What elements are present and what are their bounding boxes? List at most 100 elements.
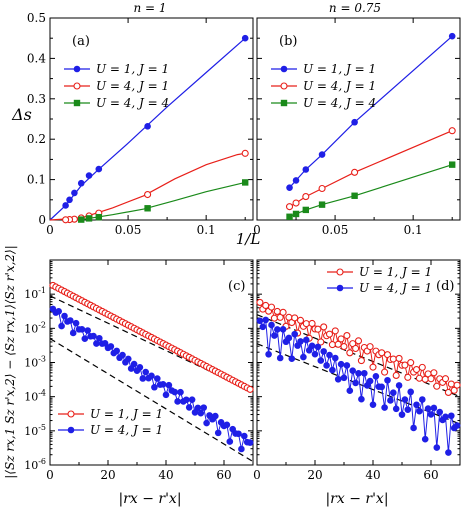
data-point [390, 389, 397, 397]
legend-marker [280, 65, 288, 73]
data-point [392, 371, 400, 380]
legend-marker [67, 426, 75, 434]
data-point [95, 165, 103, 173]
legend-entry: U = 4, J = 4 [64, 96, 169, 110]
data-point [314, 343, 322, 351]
panel-label: (d) [436, 279, 454, 294]
data-point [378, 349, 386, 357]
data-point [415, 374, 423, 382]
data-point [351, 192, 358, 199]
data-point [401, 396, 409, 403]
data-point [378, 383, 386, 391]
data-point [262, 301, 270, 310]
data-point [72, 319, 80, 327]
data-point [361, 369, 368, 377]
legend-label: U = 4, J = 4 [303, 96, 376, 110]
x-tick-label: 0.1 [197, 223, 216, 237]
data-point [61, 312, 68, 320]
y-tick-label: 0.5 [27, 11, 46, 25]
data-point [271, 332, 278, 339]
data-point [142, 368, 149, 376]
x-tick-label: 60 [423, 468, 438, 482]
legend-marker [67, 410, 75, 418]
x-tick-label: 0.1 [404, 223, 423, 237]
data-point [279, 325, 287, 333]
data-point [419, 396, 426, 403]
legend-entry: U = 4, J = 1 [64, 79, 169, 93]
legend-label: U = 1, J = 1 [90, 407, 163, 421]
data-point [410, 424, 417, 432]
x-tick-label: 0.05 [115, 223, 142, 237]
data-point [144, 190, 152, 199]
data-point [445, 449, 452, 456]
x-tick-label: 20 [307, 468, 322, 482]
y-tick-label: 10-5 [24, 423, 46, 438]
data-point [300, 353, 307, 361]
data-point [320, 323, 328, 331]
data-point [279, 308, 287, 316]
data-point [194, 404, 202, 412]
legend-marker [336, 284, 344, 292]
data-point [351, 118, 358, 126]
data-point [125, 355, 132, 363]
data-point [354, 337, 363, 345]
data-point [369, 401, 377, 408]
data-point [331, 327, 339, 335]
data-point [407, 388, 415, 396]
series-line [81, 181, 246, 221]
data-point [273, 307, 281, 316]
series-1-1 [285, 127, 456, 211]
data-point [311, 350, 319, 358]
y-tick-label: 0.4 [27, 51, 46, 65]
data-point [197, 409, 205, 417]
data-point [334, 340, 342, 348]
data-point [130, 360, 138, 368]
data-point [416, 407, 423, 415]
data-point [246, 439, 254, 446]
data-point [154, 375, 161, 382]
data-point [308, 319, 316, 328]
data-point [144, 122, 151, 130]
data-point [395, 382, 403, 389]
data-point [274, 326, 281, 333]
data-point [139, 375, 147, 382]
data-point [453, 381, 461, 389]
data-point [174, 398, 181, 405]
panel-label: (b) [279, 34, 297, 49]
data-point [369, 363, 377, 371]
legend-entry: U = 1, J = 1 [58, 407, 163, 421]
data-point [223, 421, 231, 429]
data-point [265, 350, 272, 358]
y-tick-label: 0.3 [27, 92, 46, 106]
legend-marker [336, 268, 344, 276]
data-point [214, 429, 222, 437]
data-point [268, 321, 275, 329]
data-point [430, 404, 438, 412]
data-point [337, 360, 345, 368]
data-point [442, 413, 449, 421]
data-point [328, 341, 336, 349]
data-point [346, 349, 354, 357]
data-point [212, 412, 219, 420]
data-point [113, 347, 120, 355]
y-tick-label: 10-4 [24, 389, 46, 404]
data-point [351, 168, 359, 176]
x-tick-label: 40 [365, 468, 380, 482]
data-point [203, 419, 210, 427]
data-point [427, 411, 435, 418]
data-point [296, 316, 305, 324]
data-point [395, 354, 403, 362]
y-tick-label: 10-1 [24, 286, 46, 301]
data-point [317, 338, 325, 346]
y-tick-label: 10-6 [24, 457, 46, 472]
data-point [241, 432, 248, 440]
legend-label: U = 4, J = 1 [359, 281, 432, 295]
data-point [185, 404, 193, 411]
data-point [93, 340, 100, 347]
legend-label: U = 4, J = 1 [96, 79, 169, 93]
data-point [81, 335, 89, 342]
data-point [430, 369, 438, 377]
series-line [289, 130, 453, 208]
series-0-2 [78, 179, 249, 223]
data-point [448, 161, 456, 168]
